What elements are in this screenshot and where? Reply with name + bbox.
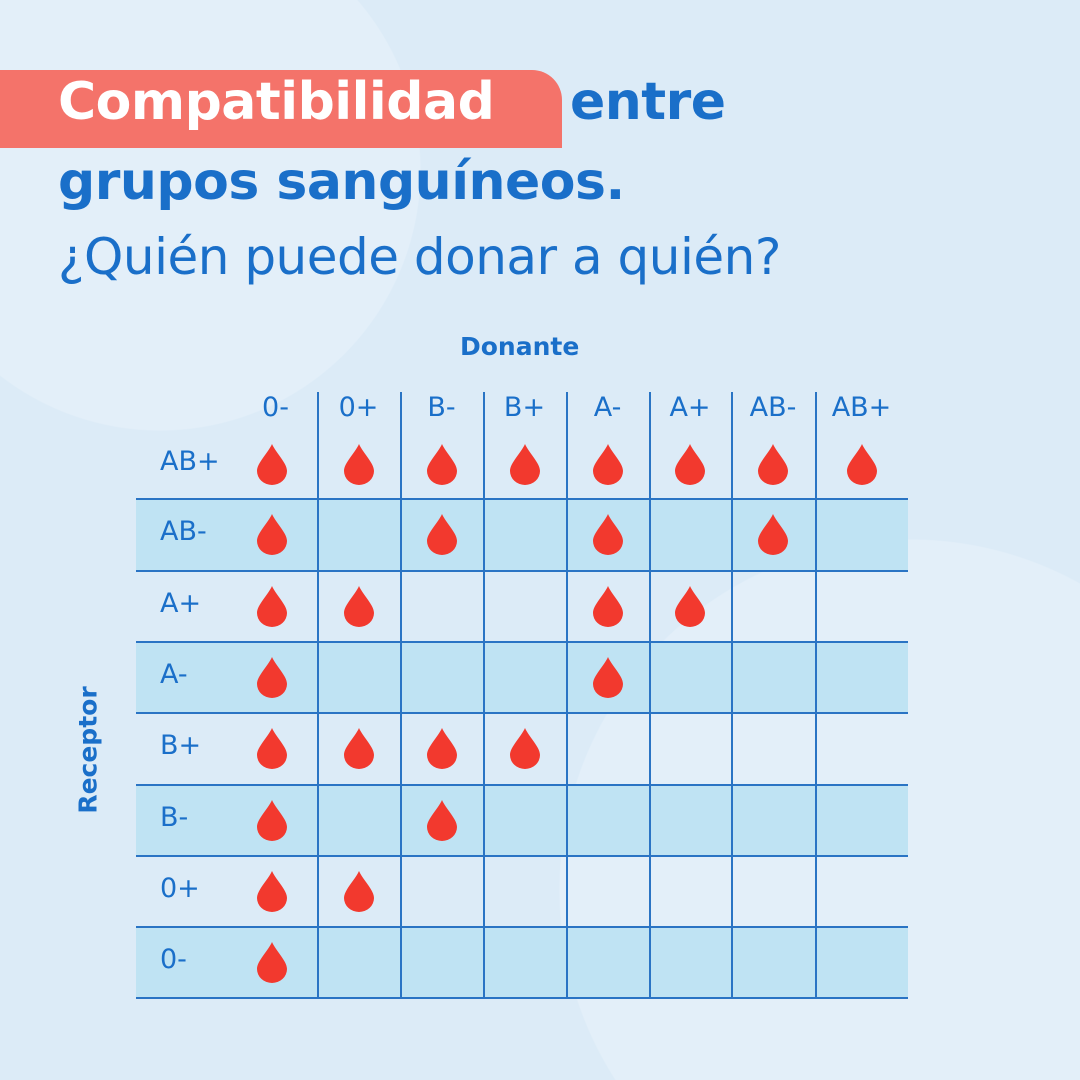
- blood-drop-icon: [426, 513, 458, 555]
- column-header: A-: [593, 392, 622, 423]
- column-divider: [815, 392, 817, 997]
- row-header: AB-: [160, 516, 207, 547]
- blood-drop-icon: [256, 513, 288, 555]
- row-header: 0+: [160, 872, 200, 904]
- blood-drop-icon: [509, 443, 541, 485]
- row-divider: [136, 997, 908, 999]
- column-divider: [400, 392, 402, 997]
- row-shade: [136, 784, 908, 855]
- column-divider: [317, 392, 319, 997]
- column-header: 0-: [262, 392, 289, 423]
- row-divider: [136, 855, 908, 857]
- row-divider: [136, 498, 908, 500]
- blood-drop-icon: [256, 870, 288, 912]
- row-shade: [136, 498, 908, 570]
- blood-drop-icon: [757, 513, 789, 555]
- column-header: B+: [503, 392, 546, 423]
- column-header: 0+: [338, 392, 379, 423]
- blood-drop-icon: [256, 585, 288, 627]
- title-line1: entre: [570, 72, 726, 132]
- row-divider: [136, 926, 908, 928]
- title-highlight: [0, 70, 562, 148]
- row-header: A+: [160, 587, 202, 619]
- blood-drop-icon: [426, 799, 458, 841]
- blood-drop-icon: [674, 585, 706, 627]
- blood-drop-icon: [592, 656, 624, 698]
- column-divider: [731, 392, 733, 997]
- subtitle-question: ¿Quién puede donar a quién?: [58, 228, 781, 286]
- blood-drop-icon: [674, 443, 706, 485]
- column-header: AB+: [831, 392, 892, 423]
- column-divider: [566, 392, 568, 997]
- blood-drop-icon: [426, 727, 458, 769]
- blood-drop-icon: [757, 443, 789, 485]
- blood-drop-icon: [343, 727, 375, 769]
- row-header: B+: [160, 730, 202, 761]
- title-highlight-text: Compatibilidad: [58, 72, 495, 132]
- column-header: B-: [427, 392, 456, 423]
- column-header: A+: [669, 392, 711, 423]
- row-header: B-: [160, 801, 189, 833]
- blood-drop-icon: [256, 656, 288, 698]
- row-header: AB+: [160, 446, 220, 477]
- row-divider: [136, 641, 908, 643]
- column-divider: [483, 392, 485, 997]
- blood-drop-icon: [343, 585, 375, 627]
- blood-drop-icon: [256, 727, 288, 769]
- column-header: AB-: [749, 392, 797, 423]
- row-divider: [136, 784, 908, 786]
- blood-drop-icon: [426, 443, 458, 485]
- title-line2: grupos sanguíneos.: [58, 152, 625, 212]
- blood-drop-icon: [846, 443, 878, 485]
- row-shade: [136, 926, 908, 997]
- row-shade: [136, 641, 908, 712]
- row-header: A-: [160, 658, 188, 690]
- blood-drop-icon: [343, 870, 375, 912]
- blood-drop-icon: [592, 585, 624, 627]
- blood-drop-icon: [256, 443, 288, 485]
- blood-drop-icon: [343, 443, 375, 485]
- blood-drop-icon: [256, 799, 288, 841]
- column-divider: [649, 392, 651, 997]
- blood-drop-icon: [592, 443, 624, 485]
- blood-drop-icon: [509, 727, 541, 769]
- row-divider: [136, 570, 908, 572]
- blood-drop-icon: [256, 941, 288, 983]
- blood-drop-icon: [592, 513, 624, 555]
- donor-axis-label: Donante: [460, 332, 580, 361]
- row-header: 0-: [160, 943, 187, 975]
- row-divider: [136, 712, 908, 714]
